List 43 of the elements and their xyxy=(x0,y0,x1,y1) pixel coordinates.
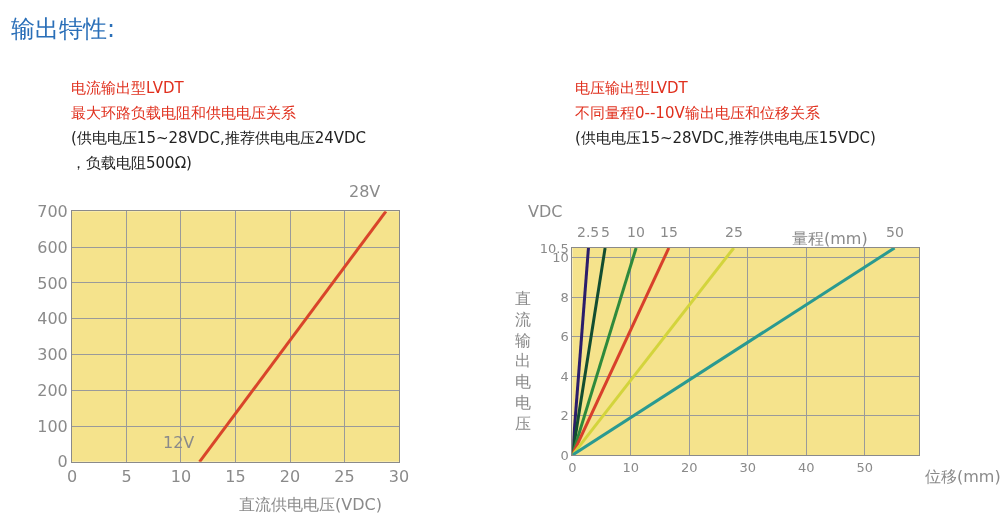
y-tick-label: 2 xyxy=(560,408,569,424)
text: VDC xyxy=(528,202,563,221)
series-label: 50 xyxy=(886,224,904,240)
x-tick-label: 30 xyxy=(739,459,757,475)
series-label: 5 xyxy=(601,224,610,240)
text: (供电电压15~28VDC,推荐供电电压24VDC xyxy=(71,129,367,147)
x-tick-label: 50 xyxy=(856,459,873,475)
series-label: 10 xyxy=(627,224,645,240)
chart-subtitle: 最大环路负载电阻和供电电压关系 xyxy=(71,104,296,122)
series-label: 25 xyxy=(725,224,743,240)
x-tick-label: 10 xyxy=(622,459,640,475)
y-tick-label: 6 xyxy=(560,329,569,345)
text: (供电电压15~28VDC,推荐供电电压15VDC) xyxy=(575,129,876,147)
chart-title: 电压输出型LVDT xyxy=(575,79,689,97)
x-tick-label: 15 xyxy=(225,467,246,487)
y-tick-label: 300 xyxy=(37,345,68,365)
annotation: 28V xyxy=(349,182,381,201)
series-label: 15 xyxy=(660,224,678,240)
x-tick-label: 20 xyxy=(279,467,301,487)
y-tick-label: 8 xyxy=(560,289,569,305)
chart-title: 电流输出型LVDT xyxy=(71,79,185,97)
annotation: 量程(mm) xyxy=(792,229,868,248)
y-tick-label: 500 xyxy=(37,273,68,293)
y-tick-label: 100 xyxy=(37,416,68,436)
y-tick-label: 200 xyxy=(37,380,68,400)
y-axis-title: 直流输出电电压 xyxy=(515,289,531,433)
x-axis-title: 位移(mm) xyxy=(925,467,1001,486)
x-tick-label: 30 xyxy=(388,467,410,487)
x-tick-label: 40 xyxy=(797,459,815,475)
y-tick-label: 4 xyxy=(560,368,569,384)
x-tick-label: 5 xyxy=(121,467,132,487)
y-tick-label: 700 xyxy=(37,201,68,221)
series-label: 2.5 xyxy=(577,224,600,240)
x-axis-title: 直流供电电压(VDC) xyxy=(239,495,382,514)
y-tick-label: 400 xyxy=(37,309,68,329)
y-tick-label: 600 xyxy=(37,237,68,257)
chart-subtitle: 不同量程0--10V输出电压和位移关系 xyxy=(575,104,820,122)
x-tick-label: 10 xyxy=(170,467,192,487)
x-tick-label: 25 xyxy=(334,467,355,487)
text: 输出特性: xyxy=(11,15,116,43)
x-tick-label: 20 xyxy=(681,459,698,475)
text: ，负载电阻500Ω) xyxy=(71,154,192,172)
y-tick-label: 0 xyxy=(560,447,569,463)
